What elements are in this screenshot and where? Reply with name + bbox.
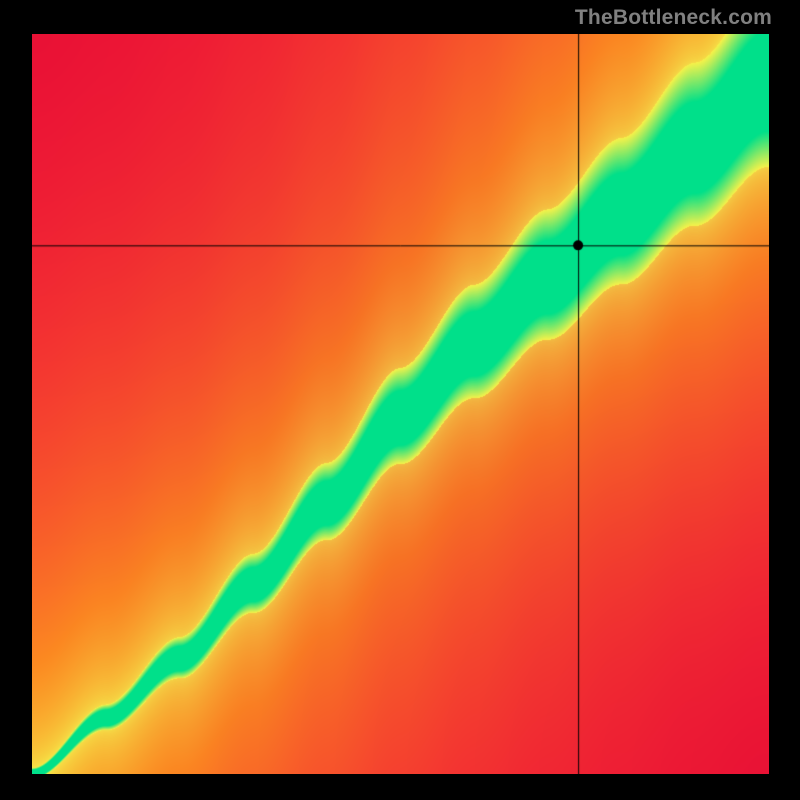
- watermark-text: TheBottleneck.com: [575, 6, 772, 30]
- heatmap-canvas: [32, 34, 769, 774]
- chart-container: TheBottleneck.com: [0, 0, 800, 800]
- heatmap-plot: [32, 34, 769, 774]
